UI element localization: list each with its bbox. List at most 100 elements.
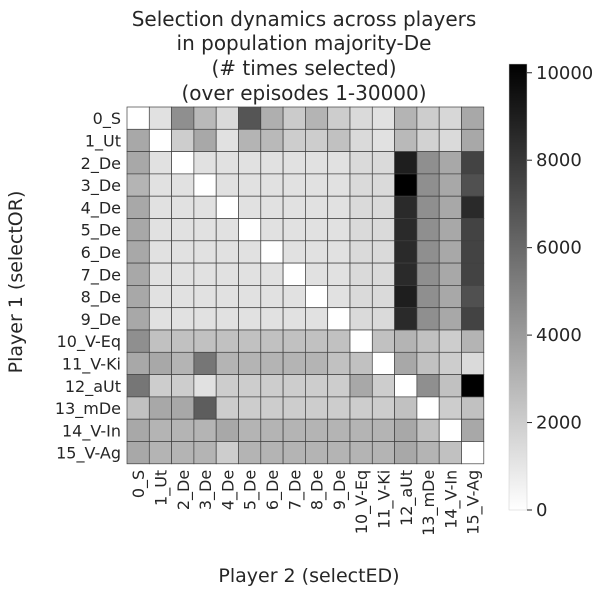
heatmap-cell xyxy=(126,240,150,264)
heatmap-cells xyxy=(126,106,485,465)
y-tick-label: 6_De xyxy=(81,243,121,263)
heatmap-cell xyxy=(171,307,195,331)
heatmap-cell xyxy=(215,396,239,420)
heatmap-cell xyxy=(193,195,217,219)
heatmap-cell xyxy=(282,262,306,286)
heatmap-cell xyxy=(394,396,418,420)
y-tick-label: 0_S xyxy=(93,109,121,129)
heatmap-cell xyxy=(215,240,239,264)
heatmap-cell xyxy=(349,351,373,375)
heatmap-cell xyxy=(171,396,195,420)
colorbar-tick-label: 4000 xyxy=(536,325,582,346)
heatmap-cell xyxy=(171,128,195,152)
heatmap-cell xyxy=(238,195,262,219)
heatmap-cell xyxy=(148,374,172,398)
heatmap-cell xyxy=(438,351,462,375)
heatmap-cell xyxy=(461,151,485,175)
heatmap-cell xyxy=(193,106,217,130)
colorbar-tick-label: 10000 xyxy=(536,63,593,84)
heatmap-cell xyxy=(238,441,262,465)
heatmap-cell xyxy=(349,128,373,152)
heatmap-cell xyxy=(394,285,418,309)
heatmap-cell xyxy=(193,151,217,175)
heatmap-cell xyxy=(282,374,306,398)
heatmap-cell xyxy=(126,418,150,442)
y-tick-label: 4_De xyxy=(81,198,121,218)
heatmap-cell xyxy=(461,351,485,375)
heatmap-cell xyxy=(126,374,150,398)
heatmap-cell xyxy=(148,218,172,242)
heatmap-cell xyxy=(371,240,395,264)
heatmap-cell xyxy=(461,218,485,242)
heatmap-cell xyxy=(148,128,172,152)
heatmap-cell xyxy=(260,128,284,152)
heatmap-cell xyxy=(371,396,395,420)
heatmap-cell xyxy=(394,307,418,331)
heatmap-cell xyxy=(371,195,395,219)
x-axis-label: Player 2 (selectED) xyxy=(218,565,399,587)
heatmap-cell xyxy=(215,441,239,465)
heatmap-cell xyxy=(148,173,172,197)
heatmap-cell xyxy=(260,418,284,442)
heatmap-cell xyxy=(438,173,462,197)
x-tick-label: 8_De xyxy=(308,470,328,510)
heatmap-cell xyxy=(171,329,195,353)
x-tick-label: 5_De xyxy=(241,470,261,510)
heatmap-cell xyxy=(148,106,172,130)
heatmap-cell xyxy=(148,329,172,353)
heatmap-cell xyxy=(148,418,172,442)
heatmap-cell xyxy=(416,418,440,442)
heatmap-cell xyxy=(349,151,373,175)
heatmap-cell xyxy=(416,351,440,375)
heatmap-cell xyxy=(438,218,462,242)
heatmap-cell xyxy=(349,285,373,309)
heatmap-cell xyxy=(461,441,485,465)
heatmap-cell xyxy=(327,106,351,130)
heatmap-cell xyxy=(461,240,485,264)
title-line-3: (# times selected) xyxy=(211,56,396,80)
heatmap-cell xyxy=(438,151,462,175)
heatmap-cell xyxy=(126,195,150,219)
heatmap-cell xyxy=(126,285,150,309)
heatmap-cell xyxy=(126,329,150,353)
heatmap-cell xyxy=(327,396,351,420)
heatmap-cell xyxy=(394,151,418,175)
heatmap-cell xyxy=(438,329,462,353)
heatmap-cell xyxy=(416,329,440,353)
y-axis-label: Player 1 (selectOR) xyxy=(5,191,27,374)
heatmap-cell xyxy=(282,329,306,353)
heatmap-cell xyxy=(394,195,418,219)
heatmap-cell xyxy=(238,262,262,286)
heatmap-cell xyxy=(371,128,395,152)
heatmap-cell xyxy=(349,195,373,219)
heatmap-cell xyxy=(416,285,440,309)
heatmap-cell xyxy=(126,307,150,331)
heatmap-cell xyxy=(461,106,485,130)
heatmap-cell xyxy=(171,218,195,242)
heatmap-cell xyxy=(416,262,440,286)
x-tick-label: 15_V-Ag xyxy=(464,470,484,535)
y-tick-label: 8_De xyxy=(81,288,121,308)
heatmap-cell xyxy=(349,240,373,264)
heatmap-cell xyxy=(260,307,284,331)
x-tick-label: 6_De xyxy=(263,470,283,510)
heatmap-cell xyxy=(305,307,329,331)
heatmap-cell xyxy=(371,329,395,353)
title-line-4: (over episodes 1-30000) xyxy=(181,81,426,105)
heatmap-cell xyxy=(394,351,418,375)
heatmap-cell xyxy=(371,173,395,197)
heatmap-cell xyxy=(215,173,239,197)
chart-title: Selection dynamics across players in pop… xyxy=(132,7,477,105)
heatmap-cell xyxy=(371,262,395,286)
heatmap-cell xyxy=(438,240,462,264)
heatmap-cell xyxy=(394,128,418,152)
heatmap-cell xyxy=(416,106,440,130)
heatmap-cell xyxy=(193,240,217,264)
heatmap-cell xyxy=(126,128,150,152)
heatmap-cell xyxy=(461,329,485,353)
heatmap-cell xyxy=(349,374,373,398)
heatmap-cell xyxy=(461,262,485,286)
heatmap-cell xyxy=(126,441,150,465)
heatmap-cell xyxy=(193,351,217,375)
